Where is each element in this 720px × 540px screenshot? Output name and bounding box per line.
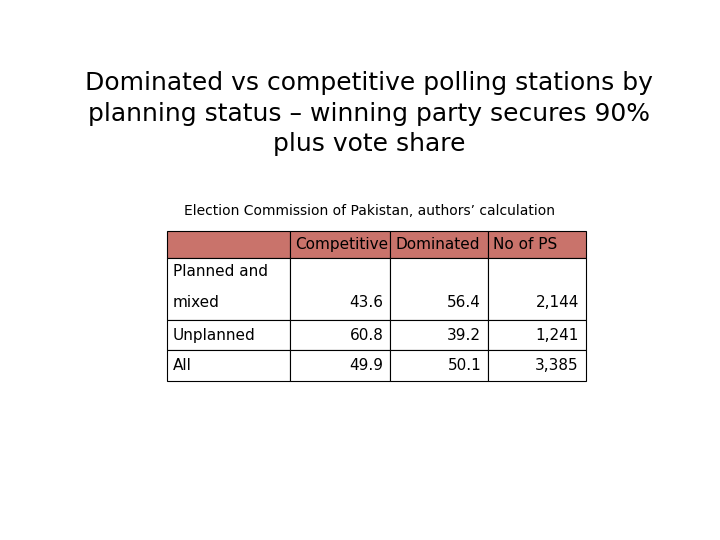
- Text: Unplanned: Unplanned: [173, 328, 256, 342]
- Text: No of PS: No of PS: [493, 237, 558, 252]
- Bar: [289, 320, 390, 350]
- Bar: [289, 258, 390, 320]
- Bar: [289, 231, 390, 258]
- Bar: [167, 350, 289, 381]
- Bar: [488, 231, 585, 258]
- Text: Planned and: Planned and: [173, 264, 268, 279]
- Text: All: All: [173, 359, 192, 373]
- Text: Election Commission of Pakistan, authors’ calculation: Election Commission of Pakistan, authors…: [184, 204, 554, 218]
- Bar: [167, 231, 289, 258]
- Text: 39.2: 39.2: [447, 328, 481, 342]
- Text: 1,241: 1,241: [536, 328, 579, 342]
- Bar: [289, 350, 390, 381]
- Bar: [488, 320, 585, 350]
- Text: 56.4: 56.4: [447, 295, 481, 310]
- Text: 49.9: 49.9: [349, 359, 384, 373]
- Bar: [488, 350, 585, 381]
- Text: 43.6: 43.6: [349, 295, 384, 310]
- Bar: [390, 258, 488, 320]
- Text: Dominated vs competitive polling stations by
planning status – winning party sec: Dominated vs competitive polling station…: [85, 71, 653, 157]
- Bar: [390, 320, 488, 350]
- Text: 50.1: 50.1: [447, 359, 481, 373]
- Text: 3,385: 3,385: [535, 359, 579, 373]
- Bar: [167, 320, 289, 350]
- Bar: [390, 231, 488, 258]
- Bar: [390, 350, 488, 381]
- Text: Competitive: Competitive: [295, 237, 389, 252]
- Text: Dominated: Dominated: [396, 237, 480, 252]
- Bar: [488, 258, 585, 320]
- Text: mixed: mixed: [173, 295, 220, 310]
- Text: 60.8: 60.8: [350, 328, 384, 342]
- Bar: [167, 258, 289, 320]
- Text: 2,144: 2,144: [536, 295, 579, 310]
